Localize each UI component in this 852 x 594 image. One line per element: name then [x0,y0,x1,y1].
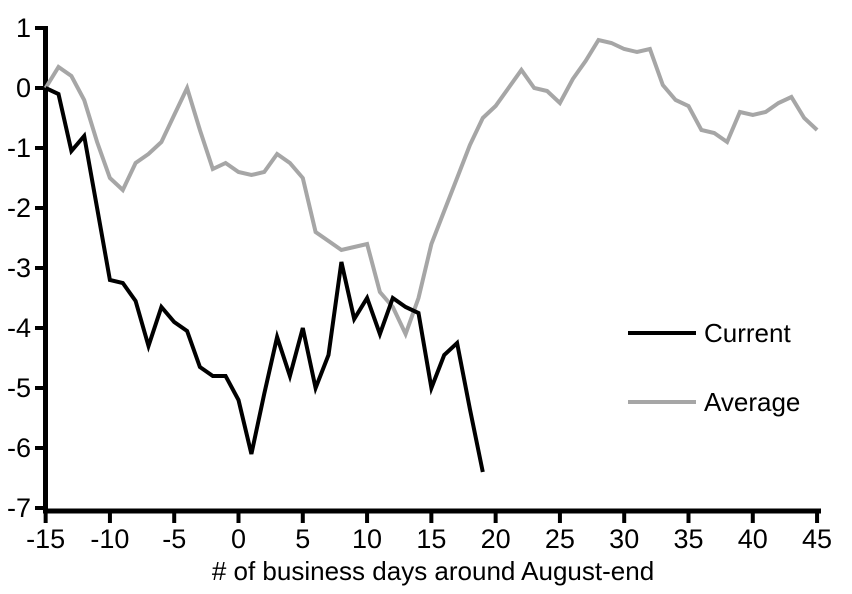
x-tick-label: 40 [738,524,768,554]
legend: Current Average [628,318,800,417]
legend-item-average: Average [628,387,800,417]
y-tick-label: -7 [7,493,31,523]
x-tick-label: -15 [26,524,65,554]
y-tick-label: -5 [7,373,31,403]
x-tick-label: 10 [352,524,382,554]
y-tick-label: -6 [7,433,31,463]
axis-ticks [35,26,820,523]
x-tick-label: 0 [231,524,246,554]
y-tick-label: -3 [7,253,31,283]
series-lines [43,37,819,473]
axes [43,26,821,514]
series-line-current [44,86,485,473]
y-tick-label: -4 [7,313,31,343]
x-tick-label: 15 [416,524,446,554]
legend-label-average: Average [704,387,800,417]
legend-item-current: Current [628,318,791,348]
x-tick-label: 35 [673,524,703,554]
x-tick-label: 45 [802,524,832,554]
y-tick-label: 0 [16,73,31,103]
y-tick-label: -2 [7,193,31,223]
legend-label-current: Current [704,318,791,348]
x-tick-label: -5 [162,524,186,554]
axis-tick-labels: 10-1-2-3-4-5-6-7-15 -10 -5 0 5 10 15 20 25 30 35 40… [7,13,832,554]
x-tick-label: 30 [609,524,639,554]
x-tick-label: 5 [295,524,310,554]
x-tick-label: -10 [90,524,129,554]
y-tick-label: -1 [7,133,31,163]
x-tick-label: 20 [481,524,511,554]
y-tick-label: 1 [16,13,31,43]
x-axis-title: # of business days around August-end [212,556,654,586]
x-tick-label: 25 [545,524,575,554]
series-line-average [43,37,819,340]
